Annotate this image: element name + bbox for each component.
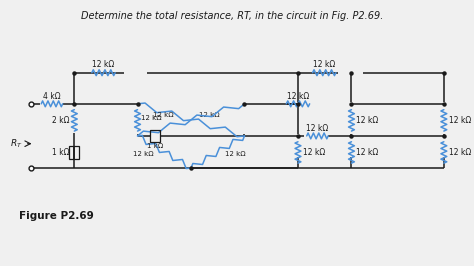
Text: 1 kΩ: 1 kΩ: [147, 143, 163, 149]
Text: 12 kΩ: 12 kΩ: [153, 111, 173, 118]
Text: 12 kΩ: 12 kΩ: [303, 148, 325, 157]
Text: 12 kΩ: 12 kΩ: [306, 124, 328, 133]
Text: 12 kΩ: 12 kΩ: [449, 148, 471, 157]
Text: Determine the total resistance, RT, in the circuit in Fig. P2.69.: Determine the total resistance, RT, in t…: [81, 11, 383, 22]
Text: 12 kΩ: 12 kΩ: [92, 60, 115, 69]
Text: 1 kΩ: 1 kΩ: [52, 148, 70, 157]
Text: 12 kΩ: 12 kΩ: [225, 151, 246, 157]
Text: 12 kΩ: 12 kΩ: [356, 148, 379, 157]
Text: 12 kΩ: 12 kΩ: [287, 92, 309, 101]
Bar: [70, 146, 79, 159]
Text: 12 kΩ: 12 kΩ: [199, 111, 219, 118]
Text: Figure P2.69: Figure P2.69: [19, 211, 94, 222]
Text: 4 kΩ: 4 kΩ: [43, 92, 61, 101]
Bar: [150, 130, 160, 142]
Text: $R_T$: $R_T$: [10, 138, 23, 150]
Text: 12 kΩ: 12 kΩ: [313, 60, 336, 69]
Text: 12 kΩ: 12 kΩ: [141, 115, 162, 121]
Text: 12 kΩ: 12 kΩ: [134, 151, 154, 157]
Text: 2 kΩ: 2 kΩ: [52, 116, 70, 125]
Text: 12 kΩ: 12 kΩ: [449, 116, 471, 125]
Text: 12 kΩ: 12 kΩ: [356, 116, 379, 125]
